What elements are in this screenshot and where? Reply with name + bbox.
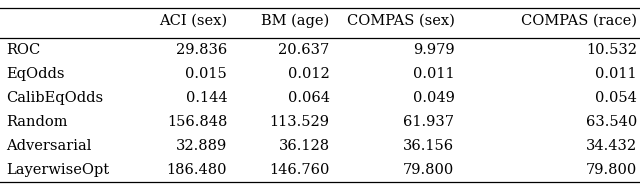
Text: 34.432: 34.432 [586,139,637,153]
Text: 0.015: 0.015 [186,67,227,81]
Text: 0.054: 0.054 [595,91,637,105]
Text: 20.637: 20.637 [278,43,330,57]
Text: 36.156: 36.156 [403,139,454,153]
Text: 0.011: 0.011 [595,67,637,81]
Text: 10.532: 10.532 [586,43,637,57]
Text: 0.144: 0.144 [186,91,227,105]
Text: 0.011: 0.011 [413,67,454,81]
Text: 32.889: 32.889 [176,139,227,153]
Text: 79.800: 79.800 [586,163,637,177]
Text: 0.049: 0.049 [413,91,454,105]
Text: 0.012: 0.012 [288,67,330,81]
Text: 146.760: 146.760 [269,163,330,177]
Text: LayerwiseOpt: LayerwiseOpt [6,163,109,177]
Text: BM (age): BM (age) [261,14,330,28]
Text: Adversarial: Adversarial [6,139,92,153]
Text: 63.540: 63.540 [586,115,637,129]
Text: COMPAS (sex): COMPAS (sex) [346,14,454,28]
Text: 36.128: 36.128 [278,139,330,153]
Text: 186.480: 186.480 [166,163,227,177]
Text: 29.836: 29.836 [176,43,227,57]
Text: ACI (sex): ACI (sex) [159,14,227,28]
Text: 9.979: 9.979 [413,43,454,57]
Text: 61.937: 61.937 [403,115,454,129]
Text: 156.848: 156.848 [167,115,227,129]
Text: CalibEqOdds: CalibEqOdds [6,91,104,105]
Text: 0.064: 0.064 [287,91,330,105]
Text: 113.529: 113.529 [269,115,330,129]
Text: 79.800: 79.800 [403,163,454,177]
Text: EqOdds: EqOdds [6,67,65,81]
Text: Random: Random [6,115,68,129]
Text: COMPAS (race): COMPAS (race) [521,14,637,28]
Text: ROC: ROC [6,43,41,57]
